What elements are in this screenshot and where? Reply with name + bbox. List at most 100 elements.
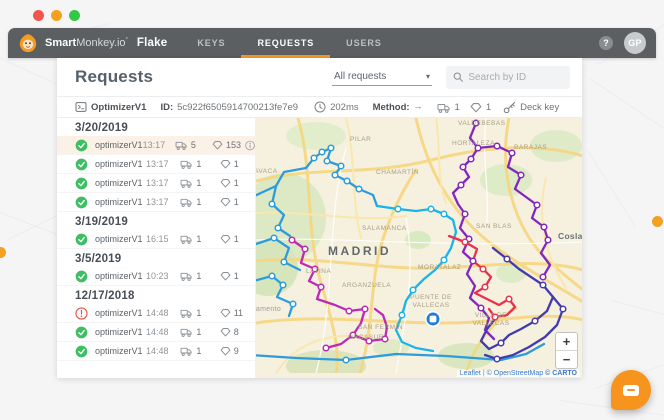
gem-icon <box>212 140 223 150</box>
zoom-out-button[interactable]: − <box>556 350 577 368</box>
success-icon <box>75 139 88 152</box>
vehicles-count: 1 <box>180 308 213 318</box>
stops-count: 8 <box>220 327 255 337</box>
search-input[interactable] <box>468 71 563 83</box>
truck-icon <box>180 197 193 207</box>
map-canvas[interactable]: MADRID VALDEBEBAS BARAJAS PILAR CHAMARTÍ… <box>256 118 582 378</box>
map-label: PILAR <box>350 136 372 143</box>
request-row[interactable]: optimizerV1 13:17 1 1 <box>57 174 255 193</box>
gem-icon <box>220 271 231 281</box>
tab-requests[interactable]: REQUESTS <box>241 28 331 58</box>
filter-dropdown[interactable]: All requests ▾ <box>332 69 432 86</box>
vehicles-count: 1 <box>180 327 213 337</box>
request-duration: 202ms <box>314 101 359 113</box>
osm-link[interactable]: © OpenStreetMap <box>486 370 544 377</box>
filter-value: All requests <box>334 70 387 82</box>
gem-icon <box>220 178 231 188</box>
truck-icon <box>180 234 193 244</box>
carto-link[interactable]: © CARTO <box>545 370 577 377</box>
stops-count: 9 <box>220 346 255 356</box>
avatar[interactable]: GP <box>624 32 646 54</box>
success-icon <box>75 196 88 209</box>
date-group-header: 3/19/2019 <box>75 216 128 228</box>
page-title: Requests <box>75 67 154 86</box>
zoom-in-button[interactable]: + <box>562 334 571 349</box>
success-icon <box>75 177 88 190</box>
request-row[interactable]: optimizerV1 16:15 1 1 <box>57 230 255 249</box>
truck-icon <box>180 346 193 356</box>
smartmonkey-logo-icon <box>18 33 38 53</box>
info-icon[interactable] <box>245 140 255 151</box>
engine-chip: OptimizerV1 <box>75 101 146 113</box>
map-label: ORCASUR <box>348 334 385 341</box>
gem-icon <box>220 327 231 337</box>
tab-keys[interactable]: KEYS <box>197 38 226 48</box>
success-icon <box>75 158 88 171</box>
map-label: PUENTE DE VALLECAS <box>410 294 452 309</box>
close-button[interactable] <box>33 10 44 21</box>
request-row[interactable]: optimizerV1 14:48 1 8 <box>57 323 255 342</box>
date-group-header: 12/17/2018 <box>75 290 135 302</box>
map-label: SAN FERMÍN <box>358 324 404 331</box>
maximize-button[interactable] <box>69 10 80 21</box>
search-icon <box>453 71 463 83</box>
decor-dot-left <box>0 247 6 258</box>
product-name: Flake <box>136 37 168 49</box>
nav-tabs: KEYS REQUESTS USERS <box>181 28 397 58</box>
request-id: ID: 5c922f6505914700213fe7e9 <box>160 101 299 113</box>
map-label: SAN BLAS <box>476 223 512 230</box>
success-icon <box>75 345 88 358</box>
map-label: MORATALAZ <box>418 264 462 271</box>
key-icon <box>503 101 516 113</box>
request-method: Method: → <box>372 101 423 113</box>
stops-count: 1 <box>470 102 491 113</box>
request-row[interactable]: optimizerV1 10:23 1 1 <box>57 267 255 286</box>
vehicles-count: 1 <box>180 178 213 188</box>
chat-icon <box>623 384 639 396</box>
request-row[interactable]: optimizerV1 14:48 1 9 <box>57 342 255 361</box>
map-label: VILLA DE VALLECAS <box>472 312 510 327</box>
map-label: MADRID <box>328 244 391 258</box>
stops-count: 1 <box>220 197 255 207</box>
truck-icon <box>180 308 193 318</box>
chat-launcher-button[interactable] <box>611 370 651 410</box>
search-box[interactable] <box>446 65 570 89</box>
deck-key-button[interactable]: Deck key <box>503 101 559 113</box>
truck-icon <box>175 140 188 150</box>
map-label: ARGANZUELA <box>342 282 392 289</box>
request-row[interactable]: optimizerV1 13:17 1 1 <box>57 155 255 174</box>
panel-title-row: Requests All requests ▾ <box>57 58 582 97</box>
active-tab-indicator <box>241 55 331 58</box>
vehicles-count: 1 <box>180 271 213 281</box>
vehicles-count: 1 <box>437 102 460 113</box>
stops-count: 1 <box>220 234 255 244</box>
gem-icon <box>220 197 231 207</box>
minimize-button[interactable] <box>51 10 62 21</box>
depot-marker <box>425 311 441 327</box>
vehicles-count: 1 <box>180 346 213 356</box>
gem-icon <box>220 346 231 356</box>
success-icon <box>75 270 88 283</box>
request-row[interactable]: optimizerV1 13:17 5 153 <box>57 136 255 155</box>
clock-icon <box>314 101 326 113</box>
request-detail-bar: OptimizerV1 ID: 5c922f6505914700213fe7e9 … <box>57 97 582 118</box>
stops-count: 1 <box>220 159 255 169</box>
request-row[interactable]: optimizerV1 13:17 1 1 <box>57 193 255 212</box>
leaflet-link[interactable]: Leaflet <box>459 370 481 377</box>
chevron-down-icon: ▾ <box>425 71 430 81</box>
stops-count: 11 <box>220 308 255 318</box>
map-label: CHAMARTÍN <box>376 169 420 176</box>
tab-users[interactable]: USERS <box>346 38 382 48</box>
truck-icon <box>180 159 193 169</box>
truck-icon <box>180 271 193 281</box>
map-label: HORTALEZA <box>452 140 495 147</box>
truck-icon <box>180 178 193 188</box>
request-list: 3/20/2019 optimizerV1 13:17 5 153 optimi… <box>57 118 256 378</box>
vehicles-count: 1 <box>180 197 213 207</box>
gem-icon <box>220 234 231 244</box>
app-header: SmartMonkey.io° Flake KEYS REQUESTS USER… <box>8 28 656 58</box>
request-row[interactable]: optimizerV1 14:48 1 11 <box>57 304 255 323</box>
gem-icon <box>220 159 231 169</box>
success-icon <box>75 326 88 339</box>
help-icon[interactable]: ? <box>599 36 613 50</box>
